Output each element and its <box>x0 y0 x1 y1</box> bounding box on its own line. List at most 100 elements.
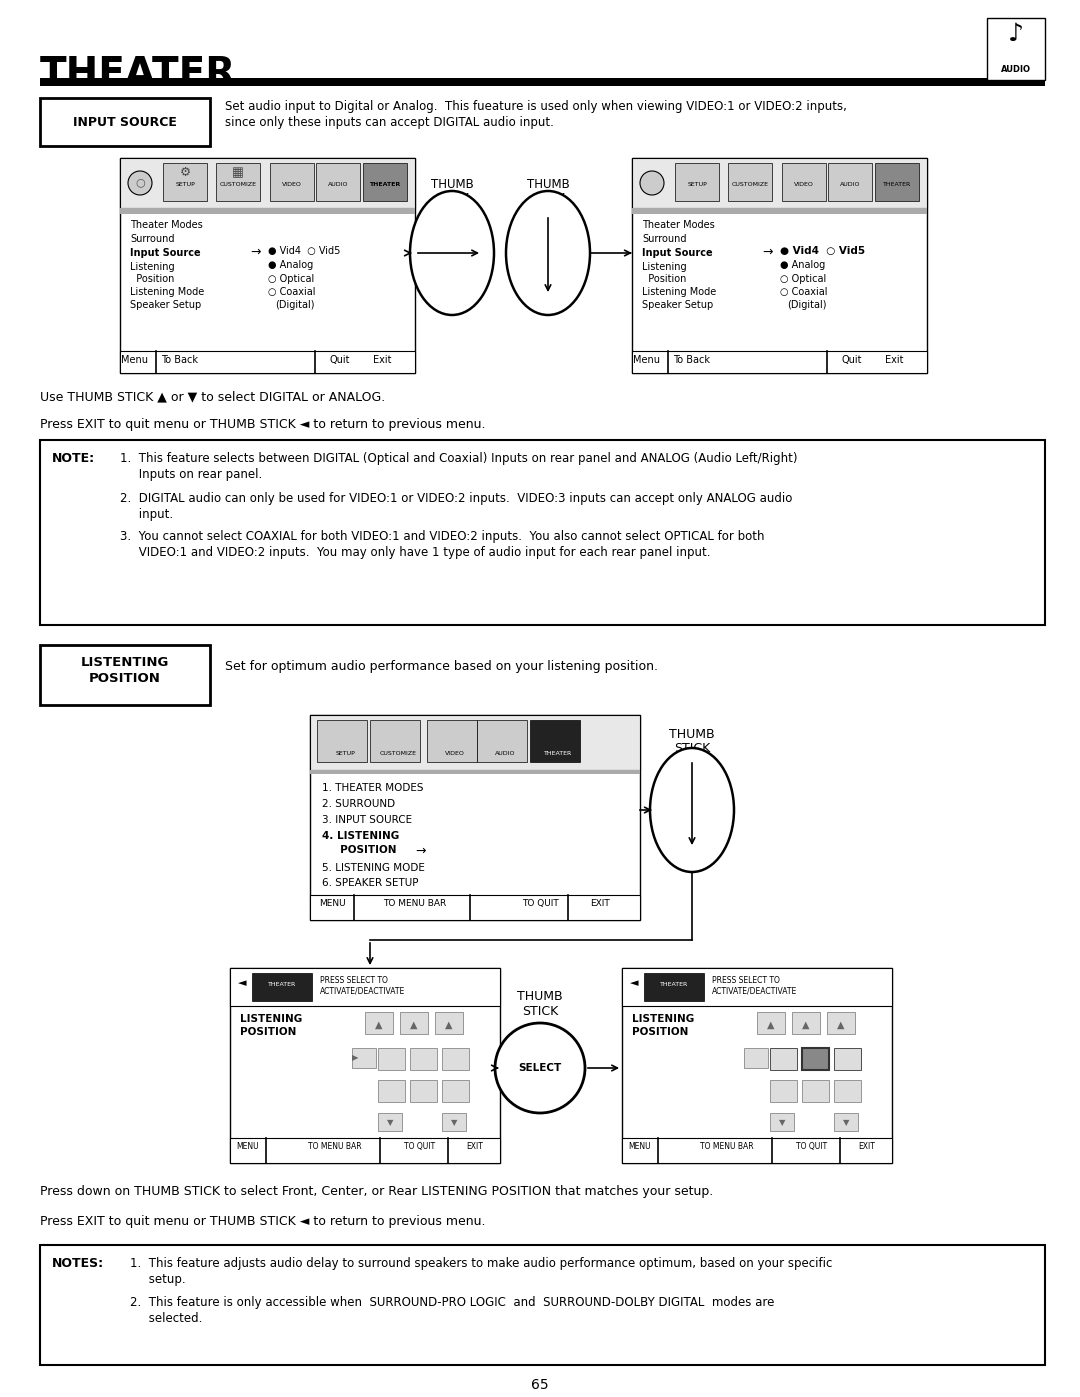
Bar <box>252 972 312 1002</box>
Bar <box>378 1113 402 1132</box>
Text: Press down on THUMB STICK to select Front, Center, or Rear LISTENING POSITION th: Press down on THUMB STICK to select Fron… <box>40 1185 713 1199</box>
Bar <box>363 163 407 201</box>
Text: THEATER: THEATER <box>40 54 237 94</box>
Bar <box>318 719 367 761</box>
Text: Speaker Setup: Speaker Setup <box>130 300 201 310</box>
Text: (Digital): (Digital) <box>275 300 314 310</box>
Text: ◄: ◄ <box>630 978 638 988</box>
Text: Press EXIT to quit menu or THUMB STICK ◄ to return to previous menu.: Press EXIT to quit menu or THUMB STICK ◄… <box>40 1215 486 1228</box>
Text: Speaker Setup: Speaker Setup <box>642 300 713 310</box>
Text: ● Vid4  ○ Vid5: ● Vid4 ○ Vid5 <box>268 246 340 256</box>
Text: AUDIO: AUDIO <box>495 752 515 756</box>
Bar <box>632 351 927 373</box>
Text: ○ Optical: ○ Optical <box>268 274 314 284</box>
Text: Menu: Menu <box>121 355 149 365</box>
Bar <box>622 968 892 1162</box>
Text: ◄: ◄ <box>238 978 246 988</box>
Bar <box>310 770 640 774</box>
Text: LISTENING: LISTENING <box>632 1014 694 1024</box>
Text: NOTES:: NOTES: <box>52 1257 104 1270</box>
Text: ▼: ▼ <box>450 1118 457 1127</box>
Bar <box>442 1080 469 1102</box>
Bar <box>400 1011 428 1034</box>
Text: THEATER: THEATER <box>268 982 296 988</box>
Text: ○ Coaxial: ○ Coaxial <box>268 286 315 298</box>
Bar <box>744 1048 768 1067</box>
Text: Position: Position <box>642 274 687 284</box>
Bar <box>230 968 500 1162</box>
Text: 2.  This feature is only accessible when  SURROUND-PRO LOGIC  and  SURROUND-DOLB: 2. This feature is only accessible when … <box>130 1296 774 1309</box>
Text: TO MENU BAR: TO MENU BAR <box>383 900 447 908</box>
Text: SETUP: SETUP <box>175 182 194 187</box>
Text: TO QUIT: TO QUIT <box>522 900 558 908</box>
Bar <box>378 1048 405 1070</box>
Ellipse shape <box>650 747 734 872</box>
Bar <box>230 1139 500 1162</box>
Bar <box>435 1011 463 1034</box>
Text: 5. LISTENING MODE: 5. LISTENING MODE <box>322 863 424 873</box>
Ellipse shape <box>640 170 664 196</box>
Text: INPUT SOURCE: INPUT SOURCE <box>73 116 177 129</box>
Text: CUSTOMIZE: CUSTOMIZE <box>379 752 417 756</box>
Bar <box>834 1048 861 1070</box>
Text: ○ Coaxial: ○ Coaxial <box>780 286 827 298</box>
Bar <box>410 1080 437 1102</box>
Text: (Digital): (Digital) <box>787 300 826 310</box>
Text: NOTE:: NOTE: <box>52 453 95 465</box>
Text: THUMB: THUMB <box>517 990 563 1003</box>
Bar <box>310 895 640 921</box>
Bar <box>987 18 1045 80</box>
Bar <box>477 719 527 761</box>
Text: Exit: Exit <box>373 355 391 365</box>
Bar <box>316 163 360 201</box>
Text: Input Source: Input Source <box>642 249 713 258</box>
Bar <box>378 1080 405 1102</box>
Text: THEATER: THEATER <box>882 182 912 187</box>
Text: POSITION: POSITION <box>632 1027 688 1037</box>
Text: since only these inputs can accept DIGITAL audio input.: since only these inputs can accept DIGIT… <box>225 116 554 129</box>
Text: 4. LISTENING: 4. LISTENING <box>322 831 400 841</box>
Text: VIDEO: VIDEO <box>794 182 814 187</box>
Bar <box>834 1080 861 1102</box>
Bar <box>40 78 1045 87</box>
Bar <box>802 1048 829 1070</box>
Bar <box>802 1080 829 1102</box>
Text: 1. THEATER MODES: 1. THEATER MODES <box>322 782 423 793</box>
Text: 2.  DIGITAL audio can only be used for VIDEO:1 or VIDEO:2 inputs.  VIDEO:3 input: 2. DIGITAL audio can only be used for VI… <box>120 492 793 504</box>
Text: To Back: To Back <box>162 355 199 365</box>
Text: ACTIVATE/DEACTIVATE: ACTIVATE/DEACTIVATE <box>712 988 797 996</box>
Text: Surround: Surround <box>642 235 687 244</box>
Text: Press EXIT to quit menu or THUMB STICK ◄ to return to previous menu.: Press EXIT to quit menu or THUMB STICK ◄… <box>40 418 486 432</box>
Bar <box>216 163 260 201</box>
Text: MENU: MENU <box>319 900 346 908</box>
Text: Use THUMB STICK ▲ or ▼ to select DIGITAL or ANALOG.: Use THUMB STICK ▲ or ▼ to select DIGITAL… <box>40 390 386 402</box>
Text: ○ Optical: ○ Optical <box>780 274 826 284</box>
Bar <box>310 715 640 770</box>
Text: 1.  This feature selects between DIGITAL (Optical and Coaxial) Inputs on rear pa: 1. This feature selects between DIGITAL … <box>120 453 797 465</box>
Text: ○: ○ <box>135 177 145 187</box>
Text: POSITION: POSITION <box>89 672 161 685</box>
Text: PRESS SELECT TO: PRESS SELECT TO <box>320 977 388 985</box>
Text: STICK: STICK <box>531 191 565 205</box>
Bar <box>410 1048 437 1070</box>
Text: THUMB: THUMB <box>431 177 473 191</box>
Text: ● Analog: ● Analog <box>268 260 313 270</box>
Text: Inputs on rear panel.: Inputs on rear panel. <box>120 468 262 481</box>
Ellipse shape <box>410 191 494 314</box>
Text: Menu: Menu <box>634 355 661 365</box>
Bar <box>310 715 640 921</box>
Text: To Back: To Back <box>674 355 711 365</box>
Text: ▲: ▲ <box>767 1020 774 1030</box>
Text: ♪: ♪ <box>1008 22 1024 46</box>
Bar <box>622 1139 892 1162</box>
Bar <box>370 719 420 761</box>
Bar <box>442 1048 469 1070</box>
Bar <box>530 719 580 761</box>
Text: LISTENTING: LISTENTING <box>81 657 170 669</box>
Bar <box>427 719 477 761</box>
Text: Position: Position <box>130 274 174 284</box>
Text: TO MENU BAR: TO MENU BAR <box>308 1141 362 1151</box>
Text: Listening Mode: Listening Mode <box>130 286 204 298</box>
Text: 3. INPUT SOURCE: 3. INPUT SOURCE <box>322 814 413 826</box>
Text: MENU: MENU <box>237 1141 259 1151</box>
